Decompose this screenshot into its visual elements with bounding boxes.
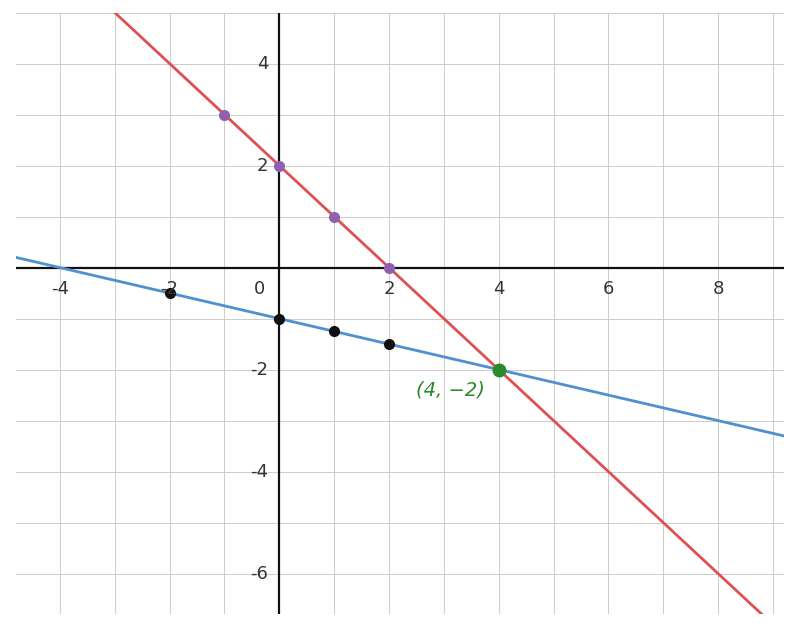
Text: 8: 8 bbox=[713, 280, 724, 298]
Text: -4: -4 bbox=[51, 280, 69, 298]
Text: 6: 6 bbox=[602, 280, 614, 298]
Text: 2: 2 bbox=[383, 280, 394, 298]
Text: -2: -2 bbox=[161, 280, 178, 298]
Text: -6: -6 bbox=[250, 565, 268, 582]
Text: -2: -2 bbox=[250, 361, 268, 379]
Text: 4: 4 bbox=[493, 280, 505, 298]
Text: -4: -4 bbox=[250, 463, 268, 481]
Text: 2: 2 bbox=[257, 157, 268, 174]
Text: 0: 0 bbox=[254, 280, 266, 298]
Text: (4, −2): (4, −2) bbox=[417, 380, 486, 399]
Text: 4: 4 bbox=[257, 55, 268, 73]
